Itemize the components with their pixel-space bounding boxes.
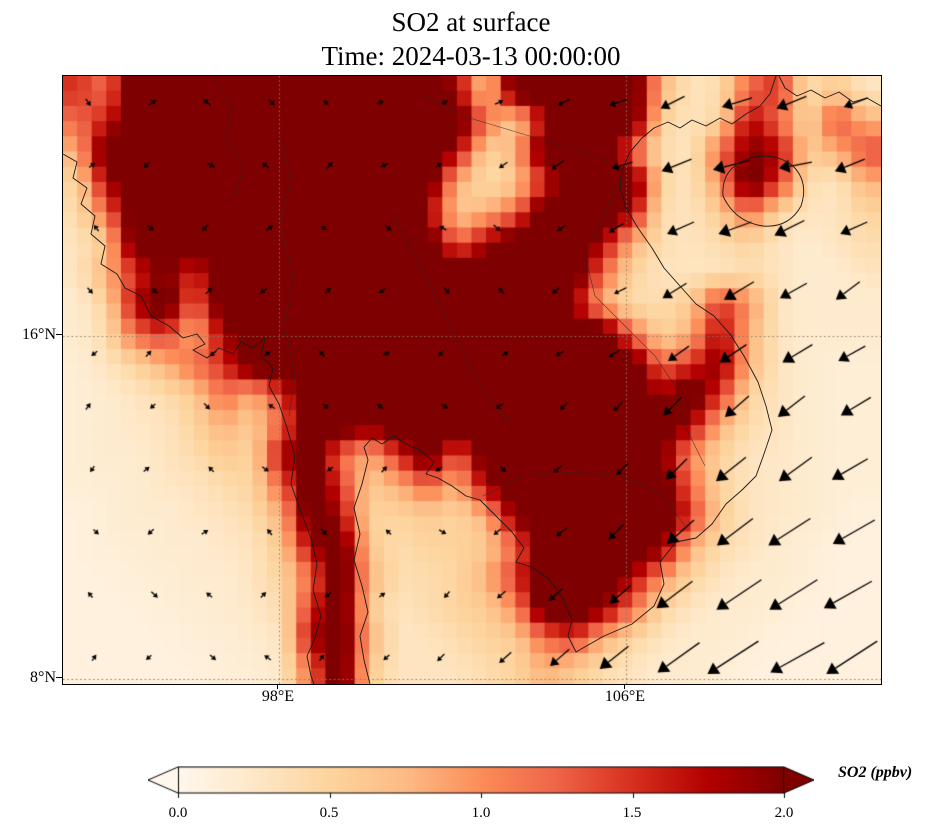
colorbar-tick-label: 0.0 bbox=[168, 805, 188, 821]
y-axis-tick-label-8n: 8°N bbox=[30, 669, 56, 686]
plot-title: SO2 at surface bbox=[391, 7, 551, 37]
x-axis-tick-label-98e: 98°E bbox=[261, 688, 295, 705]
x-axis-tick-mark bbox=[277, 684, 278, 689]
colorbar-title: SO2 (ppbv) bbox=[838, 764, 913, 781]
colorbar-tick-label: 0.5 bbox=[319, 805, 339, 821]
y-axis-tick-mark bbox=[56, 334, 62, 335]
colorbar bbox=[148, 766, 814, 800]
time-subtitle: Time: 2024-03-13 00:00:00 bbox=[321, 41, 621, 71]
colorbar-canvas bbox=[148, 766, 814, 800]
colorbar-tick-label: 2.0 bbox=[774, 805, 794, 821]
y-axis-tick-mark bbox=[56, 677, 62, 678]
colorbar-tick-label: 1.0 bbox=[471, 805, 491, 821]
y-axis-tick-label-16n: 16°N bbox=[22, 326, 56, 343]
heatmap-canvas bbox=[63, 76, 881, 684]
colorbar-tick-label: 1.5 bbox=[622, 805, 642, 821]
x-axis-tick-mark bbox=[624, 684, 625, 689]
map-plot bbox=[62, 75, 882, 685]
x-axis-tick-label-106e: 106°E bbox=[604, 688, 646, 705]
